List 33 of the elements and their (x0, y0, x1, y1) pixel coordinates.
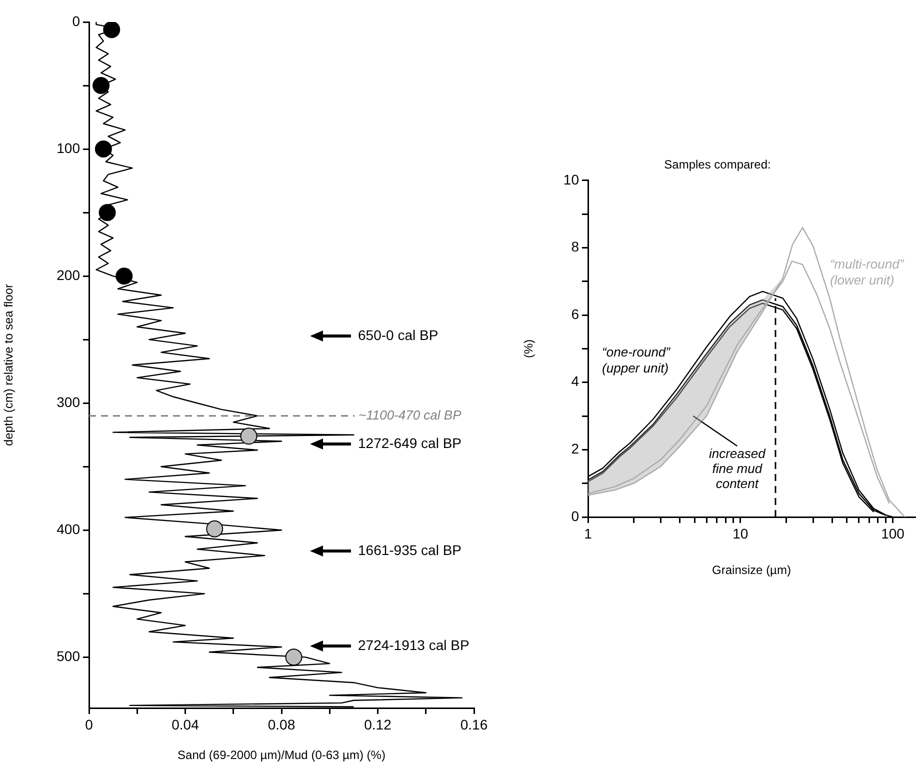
x-tick-label: 10 (732, 525, 748, 542)
y-axis-title: depth (cm) relative to sea floor (2, 284, 16, 446)
y-tick-label: 100 (56, 140, 80, 156)
y-tick-label: 0 (72, 12, 80, 29)
y-tick-label: 8 (571, 238, 580, 255)
y-tick-label: 2 (571, 440, 580, 457)
x-axis-title: Grainsize (µm) (712, 563, 791, 578)
y-tick-label: 500 (56, 648, 80, 664)
y-tick-label: 200 (56, 266, 80, 283)
x-tick-label: 0 (85, 716, 94, 732)
annotation: 650-0 cal BP (358, 326, 438, 343)
annotation: 2724-1913 cal BP (358, 636, 470, 653)
y-tick-label: 400 (56, 521, 80, 538)
x-tick-label: 0.04 (172, 716, 200, 732)
y-tick-label: 0 (571, 508, 580, 524)
annotation: “one-round” (upper unit) (602, 344, 671, 376)
y-tick-label: 4 (571, 373, 580, 390)
x-tick-label: 0.16 (460, 716, 488, 732)
chart-title: Samples compared: (664, 158, 771, 172)
annotation: “multi-round” (lower unit) (830, 256, 904, 288)
x-tick-label: 0.12 (364, 716, 392, 732)
ref-line-label: ~1100-470 cal BP (358, 407, 462, 422)
annotation: 1272-649 cal BP (358, 434, 462, 451)
x-tick-label: 0.08 (268, 716, 296, 732)
x-tick-label: 100 (881, 525, 905, 542)
y-tick-label: 300 (56, 394, 80, 410)
x-axis-title: Sand (69-2000 µm)/Mud (0-63 µm) (%) (178, 748, 386, 762)
y-tick-label: 6 (571, 306, 580, 322)
x-tick-label: 1 (584, 525, 592, 542)
annotation: increased fine mud content (708, 446, 766, 492)
y-tick-label: 10 (563, 171, 580, 188)
y-axis-title: (%) (522, 339, 536, 358)
annotation: 1661-935 cal BP (358, 542, 462, 558)
